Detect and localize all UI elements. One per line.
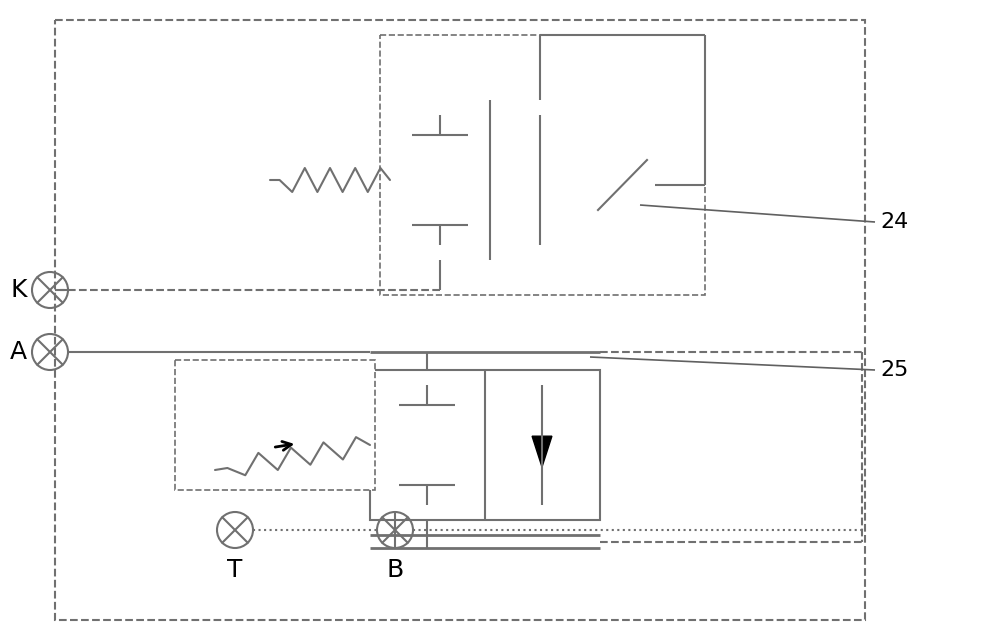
Bar	[370, 370, 600, 520]
Bar	[590, 150, 655, 220]
Bar	[55, 20, 865, 620]
Bar	[175, 360, 375, 490]
Bar	[380, 35, 705, 295]
Bar	[390, 100, 590, 260]
Text: T: T	[227, 558, 243, 582]
Polygon shape	[530, 158, 550, 189]
Text: A: A	[10, 340, 27, 364]
Text: B: B	[386, 558, 404, 582]
Text: K: K	[11, 278, 27, 302]
Polygon shape	[532, 436, 552, 467]
Text: 24: 24	[880, 212, 908, 232]
Text: 25: 25	[880, 360, 908, 380]
